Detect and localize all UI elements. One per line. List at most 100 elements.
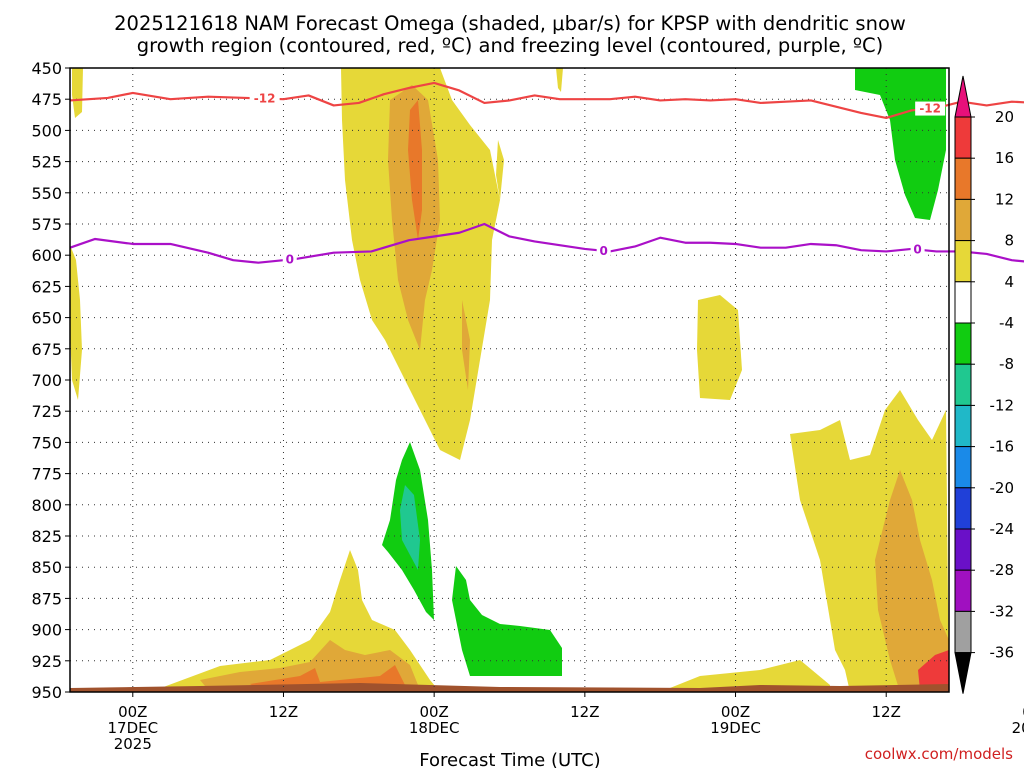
y-tick-label: 550 xyxy=(31,184,62,203)
colorbar-segment xyxy=(954,446,972,489)
omega-region-yellow xyxy=(70,245,82,400)
contour-label-bg xyxy=(910,242,925,257)
y-tick-label: 750 xyxy=(31,433,62,452)
omega-region-red xyxy=(918,650,949,690)
colorbar-max-arrow xyxy=(954,75,972,118)
y-tick-label: 450 xyxy=(31,59,62,78)
y-tick-label: 825 xyxy=(31,527,62,546)
y-axis: 450 475 500 525 550 575 600 625 650 675 700 725 750 7… xyxy=(31,59,70,702)
x-tick-label: 12Z xyxy=(570,703,599,721)
omega-region-orange xyxy=(408,100,422,240)
chart-title-line-2: growth region (contoured, red, ºC) and f… xyxy=(137,34,884,57)
y-tick-label: 500 xyxy=(31,121,62,140)
surface-ground-band xyxy=(70,683,949,692)
contour-label: -12 xyxy=(919,102,941,116)
x-tick-label: 18DEC xyxy=(409,719,460,737)
colorbar-segment xyxy=(954,281,972,324)
omega-region-yellow xyxy=(697,295,742,400)
colorbar-segment xyxy=(954,569,972,612)
chart-title-line-1: 2025121618 NAM Forecast Omega (shaded, μ… xyxy=(114,12,906,35)
colorbar-label: 12 xyxy=(995,190,1014,208)
omega-region-yellow xyxy=(72,68,83,118)
contour-series-line xyxy=(69,222,1024,264)
x-axis-title: Forecast Time (UTC) xyxy=(419,750,600,768)
colorbar-label: -4 xyxy=(999,314,1014,332)
y-tick-label: 800 xyxy=(31,496,62,515)
y-tick-label: 775 xyxy=(31,465,62,484)
x-tick-label: 2025 xyxy=(114,735,152,753)
y-tick-label: 875 xyxy=(31,589,62,608)
colorbar-label: -12 xyxy=(990,396,1015,414)
plot-area: -12 -12 0 0 0 xyxy=(69,67,1024,693)
contour-label-bg xyxy=(596,243,611,258)
y-tick-label: 475 xyxy=(31,90,62,109)
gridlines xyxy=(70,68,949,692)
colorbar-segment xyxy=(954,322,972,365)
credit-text: coolwx.com/models xyxy=(865,745,1013,763)
omega-region-orange-light xyxy=(875,470,949,692)
colorbar-segment xyxy=(954,528,972,571)
x-tick-label: 17DEC xyxy=(107,719,158,737)
contour-label: -12 xyxy=(254,92,276,106)
y-tick-label: 925 xyxy=(31,652,62,671)
omega-region-yellow xyxy=(496,140,504,200)
x-tick-label: 20DEC xyxy=(1012,719,1024,737)
contour-label-bg xyxy=(282,252,297,267)
colorbar-min-arrow xyxy=(954,652,972,694)
omega-region-yellow xyxy=(660,660,830,692)
x-tick-label: 00Z xyxy=(721,703,750,721)
x-tick-label: 12Z xyxy=(872,703,901,721)
contour-lines: -12 -12 0 0 0 xyxy=(69,81,1024,267)
colorbar-label: -32 xyxy=(990,602,1015,620)
omega-shading xyxy=(70,68,949,692)
plot-background xyxy=(70,68,949,692)
y-tick-label: 525 xyxy=(31,153,62,172)
colorbar-label: -24 xyxy=(990,520,1015,538)
colorbar-label: -20 xyxy=(990,479,1015,497)
y-tick-label: 850 xyxy=(31,558,62,577)
y-tick-label: 675 xyxy=(31,340,62,359)
colorbar-segment xyxy=(954,363,972,406)
x-tick-label: 12Z xyxy=(269,703,298,721)
colorbar-label: 20 xyxy=(995,108,1014,126)
colorbar-segment xyxy=(954,116,972,159)
x-tick-label: 00Z xyxy=(1022,703,1024,721)
contour-label: 0 xyxy=(599,244,607,258)
colorbar-segment xyxy=(954,487,972,530)
colorbar-segment xyxy=(954,198,972,242)
contour-label: 0 xyxy=(913,243,921,257)
colorbar: 20 16 12 8 4 -4 -8 -12 -16 -20 -24 -28 -32 -36 xyxy=(954,75,1015,694)
omega-region-teal xyxy=(400,485,420,570)
colorbar-label: -16 xyxy=(990,438,1015,456)
x-tick-label: 19DEC xyxy=(710,719,761,737)
y-tick-label: 950 xyxy=(31,683,62,702)
y-tick-label: 600 xyxy=(31,246,62,265)
contour-label-bg xyxy=(915,101,946,116)
colorbar-segment xyxy=(954,404,972,448)
y-tick-label: 575 xyxy=(31,215,62,234)
omega-region-orange-light xyxy=(388,85,440,350)
colorbar-segment xyxy=(954,610,972,654)
colorbar-label: 4 xyxy=(1004,273,1014,291)
colorbar-label: -8 xyxy=(999,355,1014,373)
colorbar-segment xyxy=(954,240,972,283)
contour-label-bg xyxy=(249,91,280,106)
colorbar-label: -36 xyxy=(990,644,1015,662)
omega-region-orange-light xyxy=(462,300,470,390)
y-tick-label: 650 xyxy=(31,309,62,328)
y-tick-label: 725 xyxy=(31,402,62,421)
x-tick-label: 00Z xyxy=(419,703,448,721)
y-tick-label: 700 xyxy=(31,371,62,390)
colorbar-label: 16 xyxy=(995,149,1014,167)
colorbar-segment xyxy=(954,157,972,200)
y-tick-label: 625 xyxy=(31,277,62,296)
colorbar-label: -28 xyxy=(990,561,1015,579)
contour-series-line xyxy=(69,81,1024,120)
omega-region-green xyxy=(452,566,562,676)
y-tick-label: 900 xyxy=(31,621,62,640)
colorbar-label: 8 xyxy=(1004,232,1014,250)
x-axis: 00Z17DEC202512Z00Z18DEC12Z00Z19DEC12Z00Z… xyxy=(107,692,1024,753)
x-tick-label: 00Z xyxy=(118,703,147,721)
omega-region-yellow xyxy=(556,68,563,92)
